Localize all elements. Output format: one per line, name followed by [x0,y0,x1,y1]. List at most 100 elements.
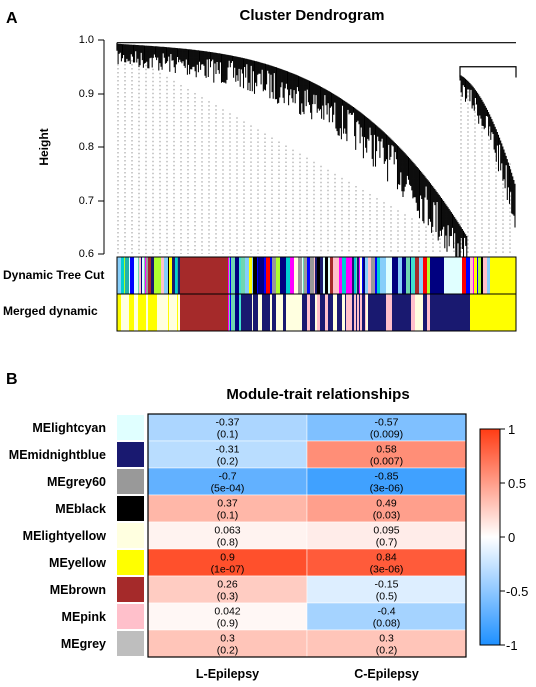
dynamic-module-segment [144,257,146,294]
heatmap-cell-correlation: 0.49 [376,498,397,510]
merged-module-segment [380,294,387,331]
dynamic-module-segment [473,257,475,294]
dynamic-module-segment [444,257,452,294]
module-label: MElightyellow [23,529,107,543]
dynamic-module-segment [451,257,459,294]
heatmap-column-label: L-Epilepsy [196,667,259,681]
dynamic-module-segment [423,257,428,294]
merged-module-segment [470,294,474,331]
merged-module-segment [490,294,500,331]
merged-module-segment [121,294,125,331]
merged-module-segment [125,294,130,331]
heatmap-cell [306,467,467,496]
heatmap-cell-pvalue: (0.2) [376,645,398,657]
dynamic-module-segment [362,257,364,294]
dynamic-module-segment [356,257,358,294]
dynamic-module-segment [270,257,273,294]
merged-module-segment [337,294,340,331]
dynamic-module-segment [303,257,305,294]
dendrogram-branch-lines [116,43,516,281]
merged-dynamic-color-strip [117,294,517,331]
heatmap-cell [147,467,308,496]
merged-module-segment [317,294,321,331]
dynamic-module-segment [286,257,291,294]
merged-module-segment [272,294,277,331]
dynamic-module-segment [169,257,173,294]
dynamic-module-segment [346,257,349,294]
merged-module-segment [124,294,126,331]
heatmap-cell-correlation: 0.37 [217,498,238,510]
heatmap-cell-pvalue: (5e-04) [211,483,245,495]
dynamic-tree-cut-color-strip [117,257,517,294]
dynamic-module-segment [458,257,463,294]
dynamic-module-segment [380,257,387,294]
merged-module-segment [392,294,399,331]
module-row-labels: MElightcyan MEmidnightblue MEgrey60 MEblack… [9,421,106,651]
dynamic-module-segment [337,257,340,294]
merged-module-segment [138,294,140,331]
dynamic-module-segment [151,257,155,294]
merged-module-segment [315,294,318,331]
merged-module-segment [294,294,299,331]
module-color-swatch [117,577,144,602]
merged-module-segment [141,294,143,331]
heatmap-cell [147,548,308,577]
merged-module-segment [427,294,431,331]
merged-module-segment [342,294,346,331]
dynamic-module-segment [276,257,281,294]
merged-module-segment [333,294,338,331]
module-label: MElightcyan [32,421,106,435]
heatmap-cell-pvalue: (0.007) [370,456,403,468]
merged-module-segment [314,294,316,331]
dynamic-module-segment [371,257,376,294]
merged-module-segment [323,294,326,331]
merged-module-segment [180,294,229,331]
heatmap-cell-pvalue: (0.8) [217,537,239,549]
dynamic-module-segment [359,257,361,294]
merged-module-segment [466,294,471,331]
module-color-swatch [117,496,144,521]
dynamic-module-segment [272,257,277,294]
dynamic-module-segment [363,257,366,294]
merged-module-segment [365,294,367,331]
merged-module-segment [310,294,315,331]
dynamic-module-segment [411,257,416,294]
dynamic-module-segment [470,257,474,294]
merged-module-segment [307,294,311,331]
merged-module-segment [386,294,393,331]
dynamic-module-segment [266,257,271,294]
heatmap-cell-pvalue: (0.2) [217,456,239,468]
module-label: MEmidnightblue [9,448,106,462]
dynamic-module-segment [228,257,230,294]
heatmap-title: Module-trait relationships [226,386,409,403]
merged-module-segment [368,294,372,331]
row-label-dynamic-tree-cut: Dynamic Tree Cut [3,268,104,282]
dynamic-module-segment [235,257,240,294]
colorbar-tick-label: 1 [508,422,515,437]
heatmap-cells [147,413,467,658]
dynamic-module-segment [180,257,229,294]
merged-module-segment [483,294,488,331]
y-tick-label: 0.8 [79,141,94,153]
merged-module-segment [177,294,179,331]
merged-module-segment [257,294,259,331]
dynamic-module-segment [402,257,407,294]
dendrogram-branches [116,42,517,281]
dynamic-module-segment [481,257,484,294]
dynamic-module-segment [339,257,343,294]
module-color-swatch [117,550,144,575]
heatmap-cell-pvalue: (0.2) [217,645,239,657]
dynamic-module-segment [352,257,355,294]
dynamic-module-segment [466,257,471,294]
merged-module-segment [229,294,231,331]
heatmap-cell-pvalue: (0.03) [373,510,400,522]
merged-module-segment [371,294,376,331]
merged-module-segment [286,294,291,331]
dynamic-module-segment [298,257,303,294]
dynamic-module-segment [499,257,509,294]
dynamic-module-segment [177,257,179,294]
merged-module-segment [419,294,424,331]
dynamic-module-segment [366,257,369,294]
merged-module-segment [345,294,347,331]
dynamic-module-segment [117,257,122,294]
